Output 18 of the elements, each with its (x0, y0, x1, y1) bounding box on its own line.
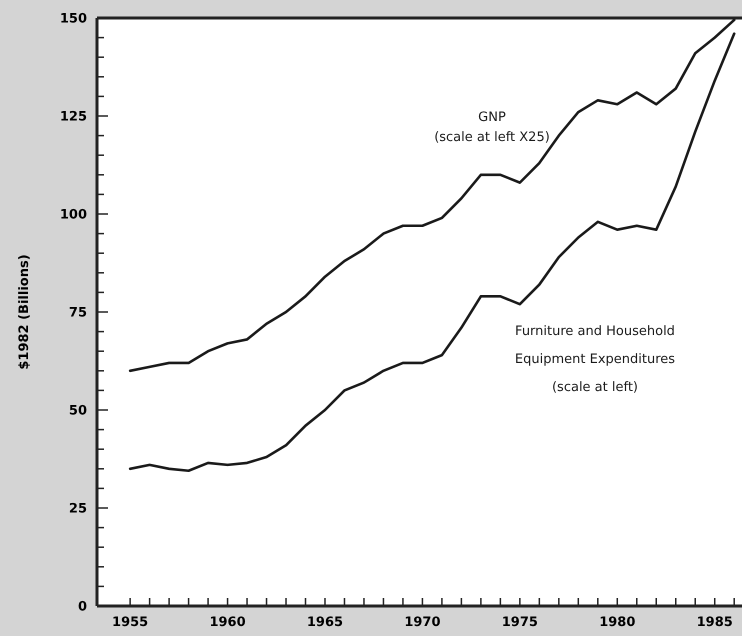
y-tick-label: 100 (60, 208, 87, 223)
x-tick-label: 1970 (404, 615, 441, 630)
x-tick-label: 1965 (306, 615, 344, 630)
x-tick-label: 1975 (502, 615, 538, 630)
y-tick-label: 0 (78, 600, 87, 615)
y-axis-title: $1982 (Billions) (17, 254, 32, 370)
x-tick-label: 1985 (696, 615, 733, 630)
y-tick-label: 125 (60, 110, 87, 125)
series-label: Furniture and Household Equipment Expenditures (scale at left) (514, 324, 676, 395)
x-tick-label: 1980 (599, 615, 636, 630)
x-tick-label: 1955 (112, 615, 148, 630)
series-label: GNP (scale at left X25) (434, 110, 550, 145)
y-tick-label: 50 (68, 404, 87, 419)
line-series (128, 32, 736, 472)
y-tick-label: 75 (68, 306, 87, 321)
y-tick-label: 25 (68, 502, 87, 517)
y-tick-label: 150 (60, 12, 87, 27)
x-tick-label: 1960 (209, 615, 246, 630)
